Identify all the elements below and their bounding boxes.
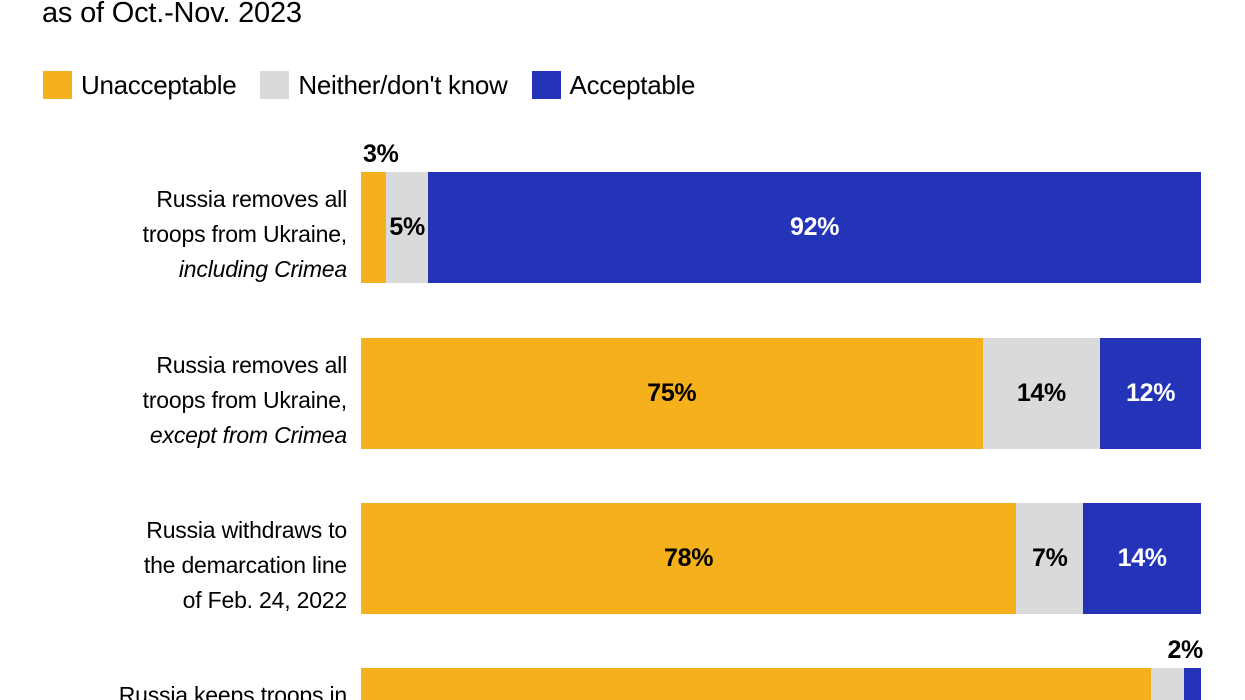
row-label-line-emphasis: including Crimea: [178, 256, 347, 282]
row-label: Russia keeps troops in: [47, 678, 347, 700]
bar-segment-value: 78%: [664, 544, 714, 572]
legend-swatch-acceptable-icon: [531, 71, 561, 99]
bar-segment-neither[interactable]: [1150, 668, 1185, 700]
bar-segment-value: 14%: [1117, 544, 1167, 572]
bar-segment-unacceptable[interactable]: 3%: [361, 142, 399, 283]
bar-segment-value: 92%: [790, 213, 840, 241]
row-label-line: Russia withdraws to: [146, 517, 347, 543]
bar-segment-value: 14%: [1016, 379, 1066, 407]
chart-legend: Unacceptable Neither/don't know Acceptab…: [43, 68, 719, 102]
bar-segment-value: 2%: [1167, 636, 1203, 664]
bar-segment-value: 7%: [1032, 544, 1068, 572]
bar-segment-value: 5%: [389, 213, 425, 241]
bar-segment-neither[interactable]: 5%: [386, 172, 429, 283]
chart-row: Russia withdraws to the demarcation line…: [0, 503, 1245, 614]
chart-row: Russia removes all troops from Ukraine, …: [0, 142, 1245, 283]
bar-segment-acceptable[interactable]: 12%: [1100, 338, 1201, 449]
bar-segment-value: 3%: [363, 140, 399, 168]
legend-label-unacceptable: Unacceptable: [81, 70, 237, 100]
page-title: as of Oct.-Nov. 2023: [42, 0, 302, 29]
legend-label-neither: Neither/don't know: [298, 70, 508, 100]
bar-segment-value: 75%: [647, 379, 697, 407]
bar-segment-acceptable[interactable]: 2%: [1167, 638, 1203, 700]
chart-row: Russia removes all troops from Ukraine, …: [0, 338, 1245, 449]
stacked-bar: 78% 7% 14%: [361, 503, 1201, 614]
legend-swatch-neither-icon: [260, 71, 290, 99]
bar-segment-unacceptable[interactable]: 78%: [361, 503, 1017, 614]
stacked-bar: 3% 5% 92%: [361, 142, 1201, 283]
row-label-line: of Feb. 24, 2022: [182, 587, 348, 613]
bar-segment-acceptable[interactable]: 92%: [428, 172, 1201, 283]
bar-segment-neither[interactable]: 14%: [982, 338, 1101, 449]
row-label-line: Russia keeps troops in: [118, 682, 347, 700]
bar-segment-unacceptable[interactable]: [361, 668, 1151, 700]
row-label: Russia withdraws to the demarcation line…: [47, 513, 347, 618]
legend-swatch-unacceptable-icon: [43, 71, 72, 99]
bar-segment-unacceptable[interactable]: 75%: [361, 338, 983, 449]
row-label: Russia removes all troops from Ukraine, …: [47, 182, 348, 287]
stacked-bar: 2%: [361, 638, 1203, 700]
legend-item-unacceptable[interactable]: Unacceptable: [43, 70, 237, 100]
row-label-line: Russia removes all: [156, 186, 347, 212]
legend-item-acceptable[interactable]: Acceptable: [531, 70, 696, 100]
legend-item-neither[interactable]: Neither/don't know: [260, 70, 508, 100]
legend-label-acceptable: Acceptable: [569, 70, 696, 100]
bar-segment-neither[interactable]: 7%: [1016, 503, 1084, 614]
row-label-line: troops from Ukraine,: [142, 221, 348, 247]
row-label: Russia removes all troops from Ukraine, …: [47, 348, 348, 453]
stacked-bar: 75% 14% 12%: [361, 338, 1201, 449]
bar-segment-acceptable[interactable]: 14%: [1083, 503, 1201, 614]
row-label-line: the demarcation line: [143, 552, 347, 578]
row-label-line: Russia removes all: [156, 352, 347, 378]
chart-row: Russia keeps troops in 2%: [0, 638, 1245, 700]
bar-segment-value: 12%: [1126, 379, 1176, 407]
row-label-line: troops from Ukraine,: [142, 387, 348, 413]
row-label-line-emphasis: except from Crimea: [149, 422, 347, 448]
